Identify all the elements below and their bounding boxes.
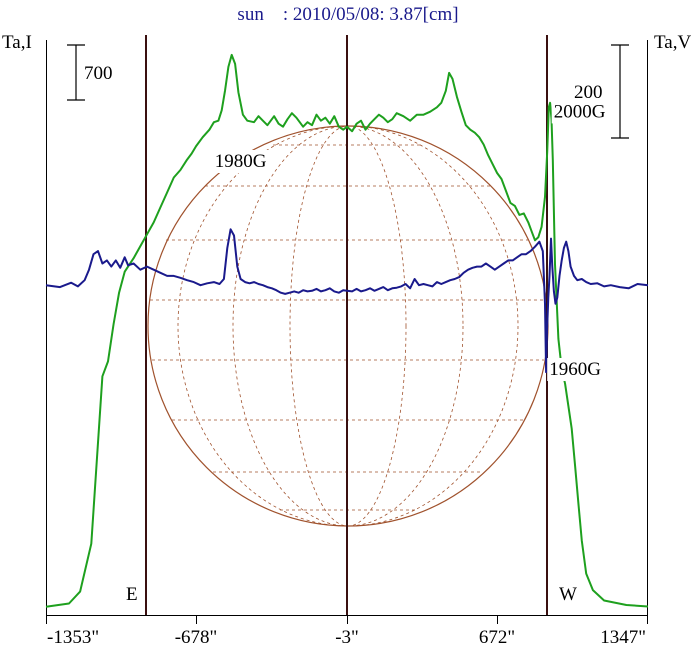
x-tick-label: -678": [175, 627, 218, 648]
plot-frame: [46, 40, 648, 624]
x-tick-label: -3": [335, 627, 359, 648]
left-scale-label: 700: [84, 63, 113, 84]
limb-lines: [145, 35, 548, 615]
tick-label-layer: -1353" -678" -3" 672" 1347": [47, 627, 646, 648]
x-tick-label: 1347": [600, 627, 646, 648]
limb-label-west: W: [559, 584, 577, 605]
annotation-backdrop: [551, 100, 608, 124]
annotation-backdrop: [547, 358, 604, 381]
left-scale-bar: [67, 44, 85, 101]
x-tick-label: 672": [479, 627, 515, 648]
x-tick-label: -1353": [47, 627, 99, 648]
series-line-stokes-v: [45, 228, 649, 374]
right-scale-label: 200: [574, 82, 603, 103]
chart-title: sun : 2010/05/08: 3.87[cm]: [237, 4, 458, 25]
annotation-label: 1960G: [549, 359, 601, 380]
longitude-line: [232, 125, 464, 527]
limb-label-east: E: [126, 584, 138, 605]
annotation-label: 2000G: [554, 101, 606, 122]
left-axis-label: Ta,I: [2, 32, 32, 53]
right-scale-bar: [611, 44, 629, 139]
annotation-layer: 1980G 2000G 1960G: [212, 100, 608, 381]
series-layer: [45, 53, 649, 608]
annotation-backdrop: [212, 150, 269, 173]
right-axis-label: Ta,V: [654, 32, 691, 53]
annotation-label: 1980G: [215, 151, 267, 172]
series-line-stokes-i: [45, 53, 649, 608]
